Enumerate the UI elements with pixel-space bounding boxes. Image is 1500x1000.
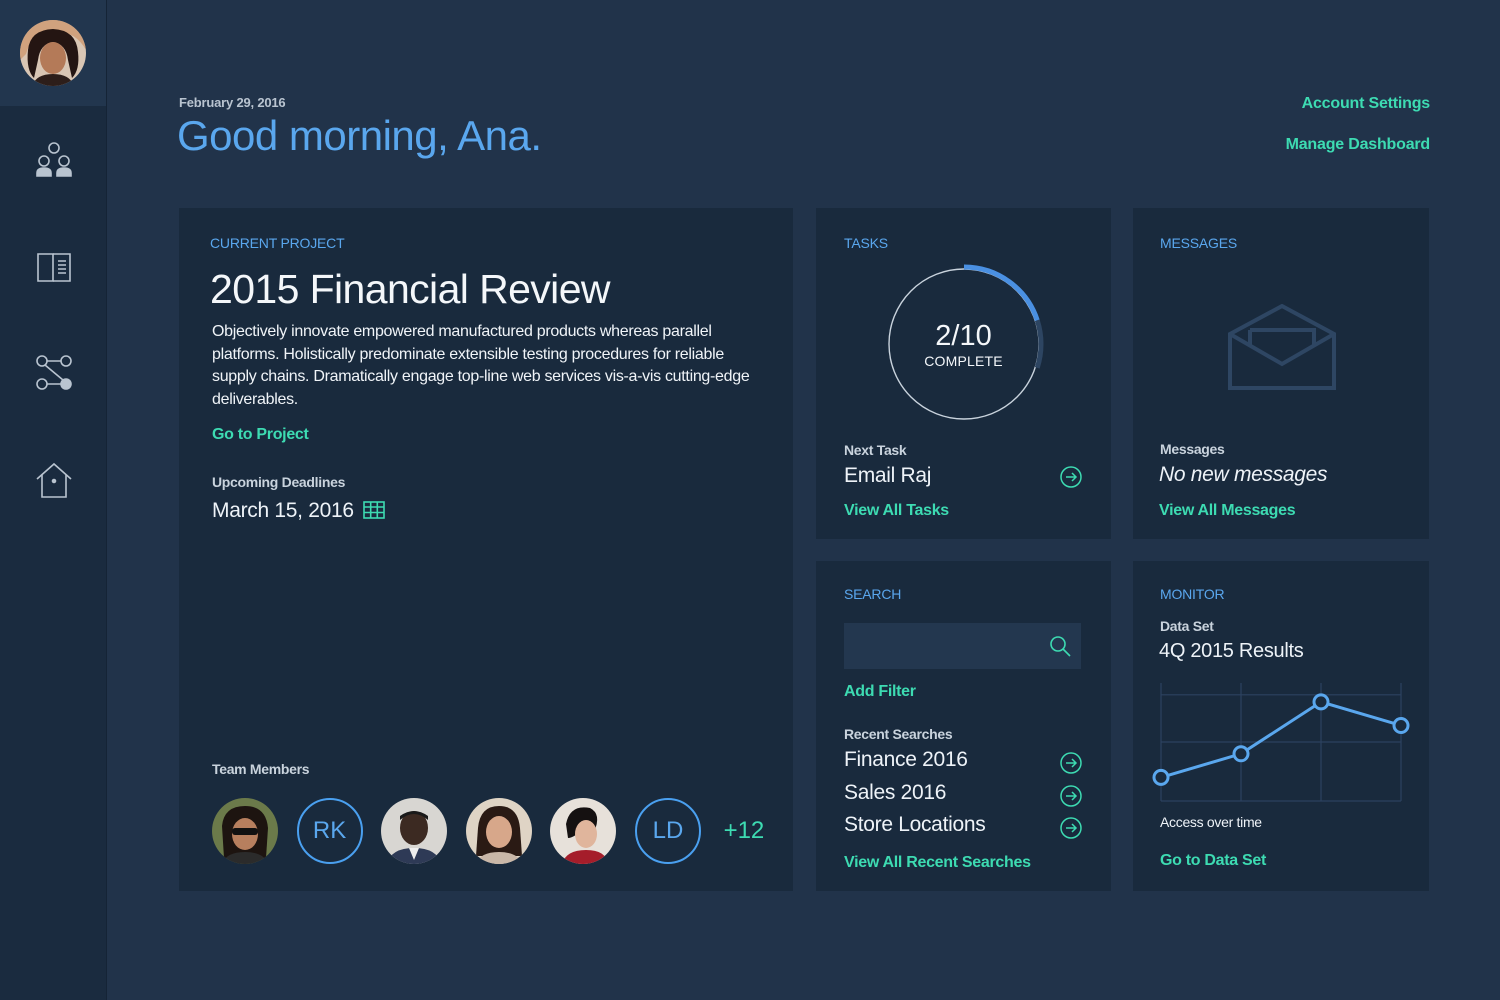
chart-data-point[interactable] [1392, 716, 1410, 734]
tasks-progress-ring [884, 264, 1044, 424]
user-avatar[interactable] [20, 20, 86, 86]
team-members-list: RK LD +12 [212, 798, 764, 864]
search-card: SEARCH Add Filter Recent Searches Financ… [816, 561, 1111, 891]
nav-home[interactable] [0, 445, 107, 515]
access-line-chart [1152, 683, 1410, 802]
messages-label: MESSAGES [1160, 235, 1237, 251]
recent-search-item[interactable]: Finance 2016 [844, 748, 968, 771]
go-to-data-set-link[interactable]: Go to Data Set [1160, 852, 1267, 869]
user-avatar-container [0, 0, 106, 106]
current-project-card: CURRENT PROJECT 2015 Financial Review Ob… [179, 208, 793, 891]
project-title: 2015 Financial Review [210, 266, 611, 312]
account-settings-link[interactable]: Account Settings [1301, 95, 1431, 112]
greeting-title: Good morning, Ana. [177, 112, 542, 159]
recent-search-arrow-icon[interactable] [1060, 752, 1082, 774]
next-task-value: Email Raj [844, 464, 932, 487]
people-icon [35, 142, 72, 177]
monitor-card: MONITOR Data Set 4Q 2015 Results Access … [1133, 561, 1429, 891]
tasks-complete-label: COMPLETE [924, 353, 1003, 369]
recent-search-arrow-icon[interactable] [1060, 785, 1082, 807]
header-date: February 29, 2016 [179, 95, 286, 110]
team-member-initials[interactable]: RK [296, 798, 363, 864]
chart-data-point[interactable] [1232, 745, 1250, 763]
view-all-tasks-link[interactable]: View All Tasks [844, 502, 949, 519]
team-members-label: Team Members [212, 761, 310, 777]
next-task-arrow-icon[interactable] [1060, 466, 1082, 488]
chart-series-line [1160, 700, 1402, 779]
data-set-value: 4Q 2015 Results [1159, 640, 1304, 662]
progress-track-arc [884, 264, 1044, 424]
deadline-date: March 15, 2016 [212, 499, 354, 522]
team-member-avatar[interactable] [465, 798, 532, 864]
search-icon[interactable] [1049, 635, 1071, 657]
messages-sub-label: Messages [1160, 441, 1225, 457]
chart-data-point[interactable] [1312, 693, 1330, 711]
team-member-initials[interactable]: LD [634, 798, 701, 864]
book-icon [36, 253, 71, 282]
nav-book[interactable] [0, 232, 107, 302]
recent-search-item[interactable]: Sales 2016 [844, 781, 947, 804]
messages-status: No new messages [1159, 463, 1328, 486]
chart-caption: Access over time [1160, 814, 1262, 830]
monitor-label: MONITOR [1160, 586, 1225, 602]
chart-grid [1160, 683, 1402, 802]
go-to-project-link[interactable]: Go to Project [212, 426, 309, 443]
tasks-card: TASKS 2/10 COMPLETE Next Task Email Raj … [816, 208, 1111, 539]
chart-data-point[interactable] [1152, 768, 1170, 786]
chart-series-path [1160, 700, 1402, 779]
team-member-avatar[interactable] [381, 798, 448, 864]
project-description: Objectively innovate empowered manufactu… [212, 323, 750, 408]
manage-dashboard-link[interactable]: Manage Dashboard [1285, 136, 1431, 153]
team-member-avatar[interactable] [212, 798, 278, 864]
data-set-label: Data Set [1160, 618, 1214, 634]
search-label: SEARCH [844, 586, 902, 602]
team-member-avatar[interactable] [550, 798, 617, 864]
envelope-icon [1228, 304, 1336, 390]
search-field [844, 623, 1081, 669]
recent-searches-label: Recent Searches [844, 726, 953, 742]
add-filter-link[interactable]: Add Filter [844, 683, 916, 700]
home-icon [35, 462, 72, 498]
calendar-grid-icon[interactable] [363, 501, 385, 519]
view-all-recent-searches-link[interactable]: View All Recent Searches [844, 854, 1031, 871]
search-input[interactable] [844, 623, 1044, 669]
sidebar [0, 0, 107, 1000]
workflow-icon [35, 355, 72, 390]
nav-people[interactable] [0, 125, 107, 195]
tasks-progress-count: 2/10 [935, 320, 992, 352]
next-task-label: Next Task [844, 442, 907, 458]
tasks-label: TASKS [844, 235, 888, 251]
recent-search-arrow-icon[interactable] [1060, 817, 1082, 839]
nav-workflow[interactable] [0, 338, 107, 408]
view-all-messages-link[interactable]: View All Messages [1159, 502, 1296, 519]
progress-arc [884, 264, 1044, 424]
current-project-label: CURRENT PROJECT [210, 235, 345, 251]
messages-card: MESSAGES Messages No new messages View A… [1133, 208, 1429, 539]
team-more-count[interactable]: +12 [723, 817, 765, 844]
recent-search-item[interactable]: Store Locations [844, 813, 986, 836]
upcoming-deadlines-label: Upcoming Deadlines [212, 474, 346, 490]
